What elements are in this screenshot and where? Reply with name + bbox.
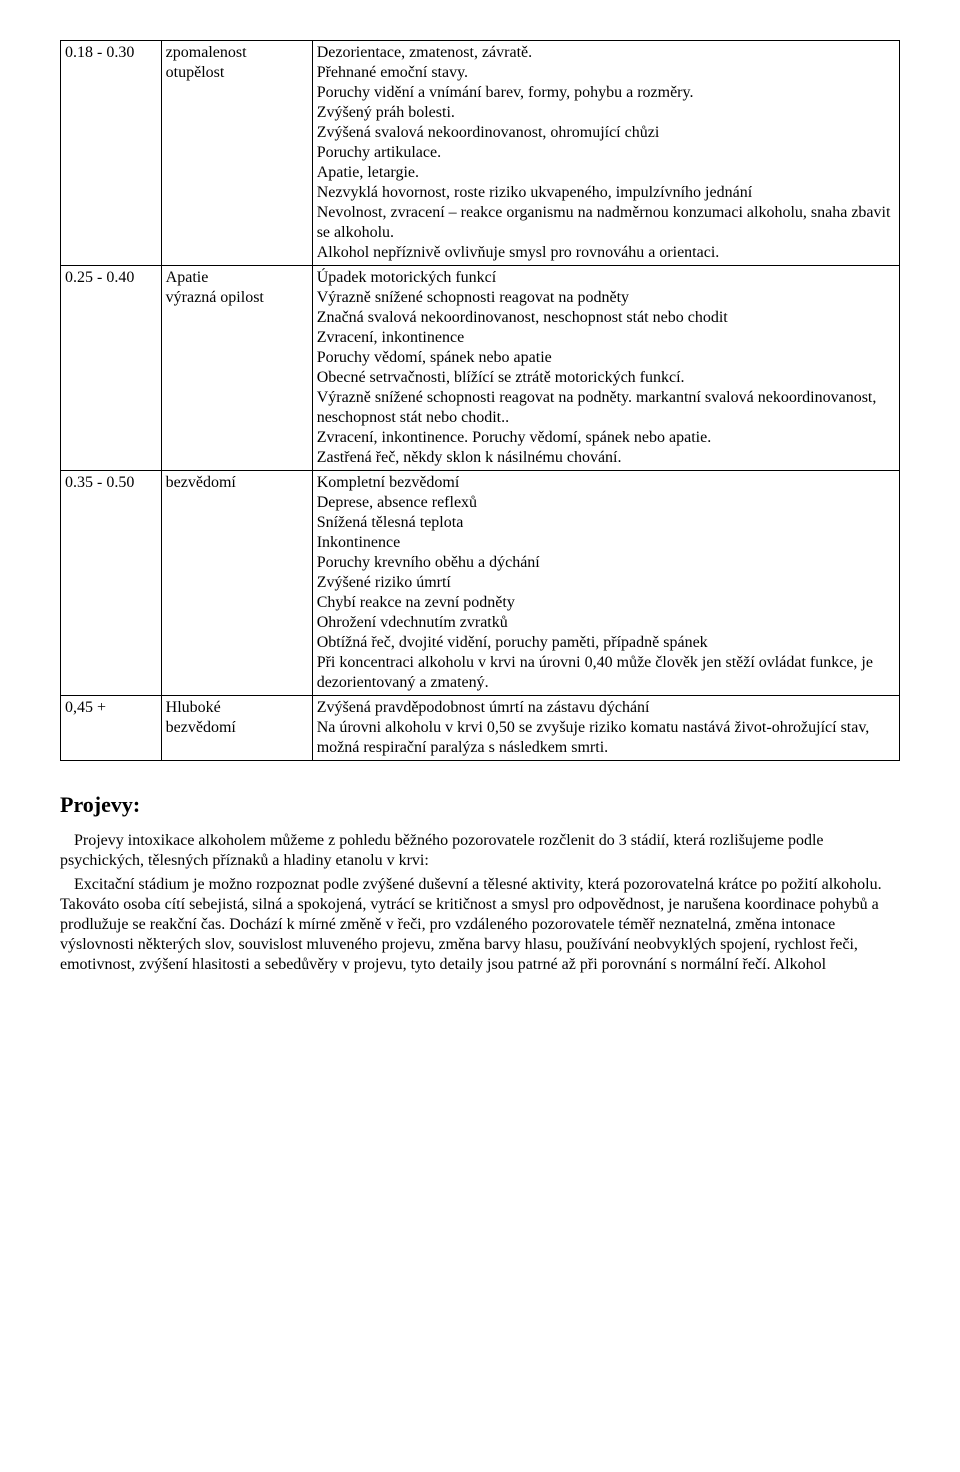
paragraph: Projevy intoxikace alkoholem můžeme z po…: [60, 831, 900, 871]
cell-range: 0,45 +: [61, 696, 162, 761]
table-row: 0.18 - 0.30 zpomalenostotupělost Dezorie…: [61, 41, 900, 266]
cell-description: Zvýšená pravděpodobnost úmrtí na zástavu…: [312, 696, 899, 761]
bac-stages-table: 0.18 - 0.30 zpomalenostotupělost Dezorie…: [60, 40, 900, 761]
table-row: 0.25 - 0.40 Apatievýrazná opilost Úpadek…: [61, 266, 900, 471]
cell-state: zpomalenostotupělost: [161, 41, 312, 266]
cell-state: bezvědomí: [161, 471, 312, 696]
table-row: 0.35 - 0.50 bezvědomí Kompletní bezvědom…: [61, 471, 900, 696]
paragraph: Excitační stádium je možno rozpoznat pod…: [60, 875, 900, 975]
section-body: Projevy intoxikace alkoholem můžeme z po…: [60, 831, 900, 975]
cell-description: Dezorientace, zmatenost, závratě.Přehnan…: [312, 41, 899, 266]
cell-description: Úpadek motorických funkcíVýrazně snížené…: [312, 266, 899, 471]
cell-range: 0.25 - 0.40: [61, 266, 162, 471]
cell-state: Apatievýrazná opilost: [161, 266, 312, 471]
table-row: 0,45 + Hlubokébezvědomí Zvýšená pravděpo…: [61, 696, 900, 761]
cell-state: Hlubokébezvědomí: [161, 696, 312, 761]
cell-description: Kompletní bezvědomíDeprese, absence refl…: [312, 471, 899, 696]
cell-range: 0.18 - 0.30: [61, 41, 162, 266]
cell-range: 0.35 - 0.50: [61, 471, 162, 696]
section-heading: Projevy:: [60, 791, 900, 819]
